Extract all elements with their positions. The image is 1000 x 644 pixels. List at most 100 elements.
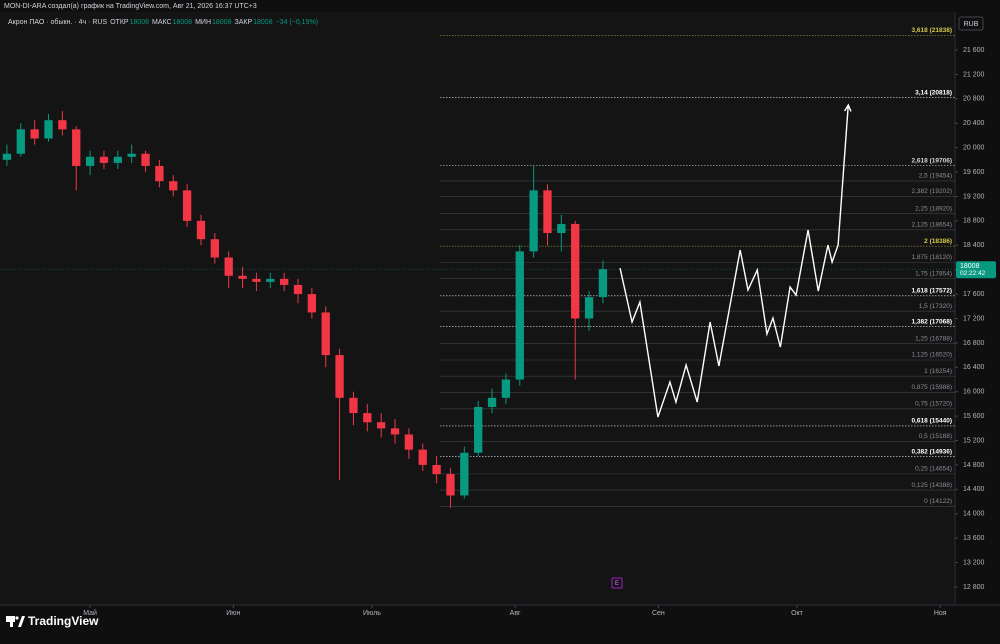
candle-body [16,129,25,154]
candle-body [141,153,150,166]
candle-body [543,190,552,234]
fib-label: 2,5 (19454) [919,173,952,180]
y-tick-label: 20 000 [963,144,985,151]
fib-label: 1,618 (17572) [912,288,952,295]
x-tick-label: Май [83,609,97,617]
logo-mark [10,616,13,627]
projection-line [619,104,849,418]
fib-label: 2,618 (19706) [912,157,952,164]
candle-body [321,312,330,356]
candle-body [293,284,303,295]
last-price-badge [956,261,996,279]
y-tick-label: 18 400 [963,242,985,249]
y-tick-label: 20 800 [963,96,985,103]
candle-body [557,223,566,234]
plot: 3,618 (21838) 3,14 (20818) 2,618 (19706) 2,… [0,27,955,508]
fib-label: 1,125 (16520) [912,352,952,359]
fib-label: 1,5 (17320) [919,303,952,310]
candle-body [404,434,414,450]
candle-body [363,413,372,423]
event-marker-box[interactable] [611,577,623,589]
legend-text: 18008 [253,19,273,26]
fib-label: 0 (14122) [924,498,952,505]
fib-label: 0,25 (14654) [915,466,952,473]
logo-text: TradingView [28,614,99,628]
legend-text: −34 (−0,19%) [276,19,318,26]
candle-body [182,190,192,221]
candle-body [279,278,289,285]
y-tick-label: 15 600 [963,413,985,420]
currency[interactable]: RUB [964,21,979,28]
candle-body [349,397,358,414]
legend-text: ЗАКР [234,19,252,26]
candle-body [487,397,497,407]
candle-body [238,275,247,279]
projection-arrowhead [844,103,852,112]
y-tick-label: 16 000 [963,389,985,396]
legend: Акрон ПАО · обыкн. · 4ч · RUS ОТКР 18008 МА… [8,18,318,26]
logo: TradingView [6,614,99,628]
x-tick-label: Ноя [934,610,947,617]
y-tick-label: 18 800 [963,218,985,225]
candle-body [72,129,81,166]
y-tick-label: 13 200 [963,559,985,566]
fib-label: 0,618 (15440) [912,418,952,425]
legend-text: 18008 [212,19,232,26]
candle-body [460,452,469,496]
candle-body [474,406,483,453]
candle-body [99,156,109,163]
last-price-timer: 02:22:42 [960,270,986,277]
fib-label: 1,75 (17854) [915,270,952,277]
legend-text: МАКС [152,19,172,26]
x-tick-label: Июн [226,610,240,617]
y-tick-label: 16 400 [963,364,985,371]
candle-body [30,129,39,139]
y-tick-label: 20 400 [963,120,985,127]
logo-mark [15,616,19,620]
fib-label: 2 (18386) [924,238,952,245]
event-marker[interactable]: E [615,581,619,587]
legend-text: ОТКР [110,19,129,26]
x-tick-label: Сен [652,610,665,617]
author-line: MON-DI-ARA создал(а) график на TradingVi… [4,3,257,10]
fib-label: 0,382 (14936) [912,448,952,455]
fib-label: 0,5 (15188) [919,433,952,440]
legend-text: Акрон ПАО · обыкн. · 4ч · RUS [8,18,107,26]
y-tick-label: 14 800 [963,462,985,469]
candle-body [335,355,344,398]
candle-body [169,181,178,191]
y-tick-label: 19 600 [963,169,985,176]
candle-body [85,156,95,166]
candle-body [529,190,538,252]
candle-body [113,156,122,163]
legend-text: МИН [195,19,211,26]
fib-label: 3,618 (21838) [912,27,952,34]
fib-label: 0,875 (15988) [912,384,952,391]
plot-area [0,12,955,605]
fib-label: 1,382 (17068) [912,318,952,325]
candle-body [224,257,233,276]
candle-body [515,251,524,380]
fib-label: 2,25 (18920) [915,205,952,212]
y-tick-label: 13 600 [963,535,985,542]
y-tick-label: 17 200 [963,315,985,322]
fib-label: 2,125 (18654) [912,222,952,229]
candle-body [155,165,164,182]
candle-body [418,449,427,465]
candle-body [252,278,261,282]
candle-body [501,379,511,398]
candle-body [446,474,455,496]
y-tick-label: 16 800 [963,340,985,347]
fib-label: 1,875 (18120) [912,254,952,261]
y-tick-label: 14 400 [963,486,985,493]
candle-body [584,297,594,319]
candle-body [598,269,608,298]
currency-button[interactable] [958,16,984,31]
y-tick-label: 21 200 [963,71,985,78]
last-price: 18008 [960,263,980,270]
y-tick-label: 17 600 [963,291,985,298]
candle-body [390,428,400,435]
x-tick-label: Окт [791,610,804,617]
candle-body [432,464,441,475]
